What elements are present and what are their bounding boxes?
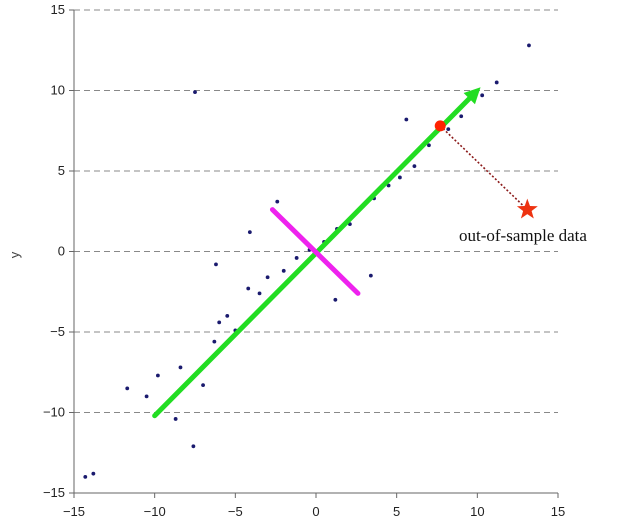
data-point <box>178 365 183 370</box>
data-point <box>397 175 402 180</box>
data-point <box>125 386 130 391</box>
minor-axis-line <box>269 207 361 296</box>
y-tick-label: 5 <box>58 163 65 178</box>
y-tick-label: −10 <box>43 405 65 420</box>
data-point <box>459 114 464 119</box>
projected-point <box>434 120 446 132</box>
data-point <box>281 268 286 273</box>
projection-line <box>439 125 528 211</box>
data-point <box>333 297 338 302</box>
annotations: y out-of-sample data <box>7 120 587 258</box>
data-point <box>294 256 299 260</box>
data-points <box>83 43 531 479</box>
x-tick-label: 5 <box>393 504 400 519</box>
data-point <box>193 90 197 95</box>
data-point <box>144 394 149 399</box>
data-point <box>368 273 373 278</box>
data-point <box>217 320 222 325</box>
principal-axis-arrow-head <box>463 87 481 105</box>
grid-lines <box>74 9 558 413</box>
principal-axis-arrow <box>152 96 472 419</box>
out-of-sample-label: out-of-sample data <box>459 226 587 245</box>
data-point <box>446 127 451 132</box>
principal-axes <box>152 87 481 419</box>
data-point <box>201 383 205 388</box>
data-point <box>480 93 485 98</box>
data-point <box>91 471 96 476</box>
data-point <box>225 314 230 318</box>
data-point <box>386 183 391 188</box>
data-point <box>173 417 178 421</box>
data-point <box>155 373 160 378</box>
y-tick-label: 15 <box>51 2 65 17</box>
x-tick-label: −10 <box>144 504 166 519</box>
data-point <box>246 286 251 291</box>
y-tick-label: 10 <box>51 83 65 98</box>
x-tick-label: −15 <box>63 504 85 519</box>
x-tick-label: 10 <box>470 504 484 519</box>
y-tick-label: −15 <box>43 485 65 500</box>
y-tick-label: −5 <box>50 324 65 339</box>
data-point <box>494 80 499 85</box>
data-point <box>275 199 280 204</box>
x-tick-label: 15 <box>551 504 565 519</box>
data-point <box>427 143 431 148</box>
data-point <box>404 117 409 122</box>
data-point <box>214 262 218 267</box>
data-point <box>191 444 196 449</box>
data-point <box>412 164 417 169</box>
y-axis-label: y <box>7 251 22 258</box>
x-tick-label: −5 <box>228 504 243 519</box>
x-tick-label: 0 <box>312 504 319 519</box>
data-point <box>247 230 252 235</box>
data-point <box>83 475 88 479</box>
data-point <box>257 291 262 296</box>
data-point <box>265 275 270 280</box>
y-tick-label: 0 <box>58 244 65 259</box>
star-icon <box>516 198 538 219</box>
data-point <box>527 43 531 48</box>
axes: −15 −10 −5 0 5 10 15 −15 −10 −5 0 5 10 15 <box>43 2 565 519</box>
data-point <box>212 339 217 344</box>
